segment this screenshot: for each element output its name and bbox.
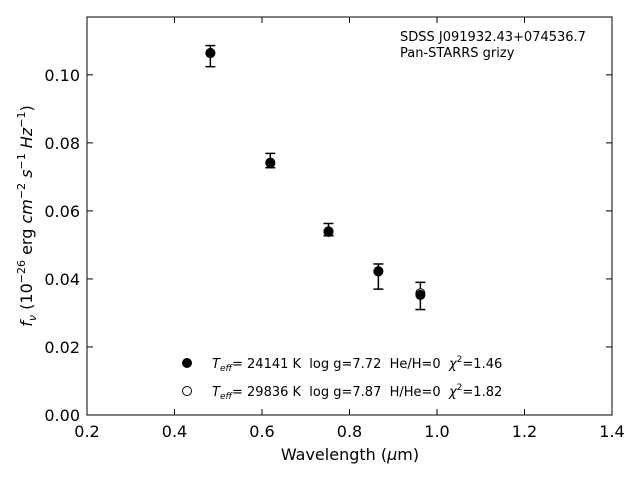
model-point-filled <box>373 266 384 277</box>
y-tick-label: 0.00 <box>44 406 80 425</box>
object-name-annotation: SDSS J091932.43+074536.7 <box>400 30 586 45</box>
x-tick-label: 1.2 <box>512 422 537 441</box>
y-tick-label: 0.08 <box>44 134 80 153</box>
x-tick-label: 0.6 <box>249 422 274 441</box>
x-tick-label: 0.8 <box>337 422 362 441</box>
model-point-filled <box>415 289 426 300</box>
model-point-filled <box>323 226 334 237</box>
survey-annotation: Pan-STARRS grizy <box>400 46 515 61</box>
plot-frame <box>86 16 613 416</box>
model-point-filled <box>265 158 276 169</box>
y-tick-label: 0.06 <box>44 202 80 221</box>
y-tick-label: 0.04 <box>44 270 80 289</box>
x-tick-label: 0.4 <box>162 422 187 441</box>
y-axis-label: fν (10−26 erg cm−2 s−1 Hz−1) <box>15 105 39 326</box>
x-tick-label: 1.4 <box>599 422 624 441</box>
x-tick-label: 0.2 <box>74 422 99 441</box>
data-points <box>205 44 426 311</box>
x-tick-label: 1.0 <box>424 422 449 441</box>
legend-label-filled: Teff= 24141 K log g=7.72 He/H=0 χ2=1.46 <box>212 355 502 374</box>
axis-ticks <box>86 17 613 416</box>
legend-label-open: Teff= 29836 K log g=7.87 H/He=0 χ2=1.82 <box>212 383 502 402</box>
y-tick-label: 0.02 <box>44 338 80 357</box>
axis-tick-labels: 0.2 0.4 0.6 0.8 1.0 1.2 1.4 0.00 0.02 0.04 0.06 0.0… <box>44 66 624 441</box>
model-point-filled <box>205 48 216 59</box>
x-axis-label: Wavelength (μm) <box>281 445 419 464</box>
legend-marker-open <box>182 386 192 396</box>
y-tick-label: 0.10 <box>44 66 80 85</box>
legend-marker-filled <box>182 358 192 368</box>
legend: Teff= 24141 K log g=7.72 He/H=0 χ2=1.46 … <box>182 355 502 402</box>
